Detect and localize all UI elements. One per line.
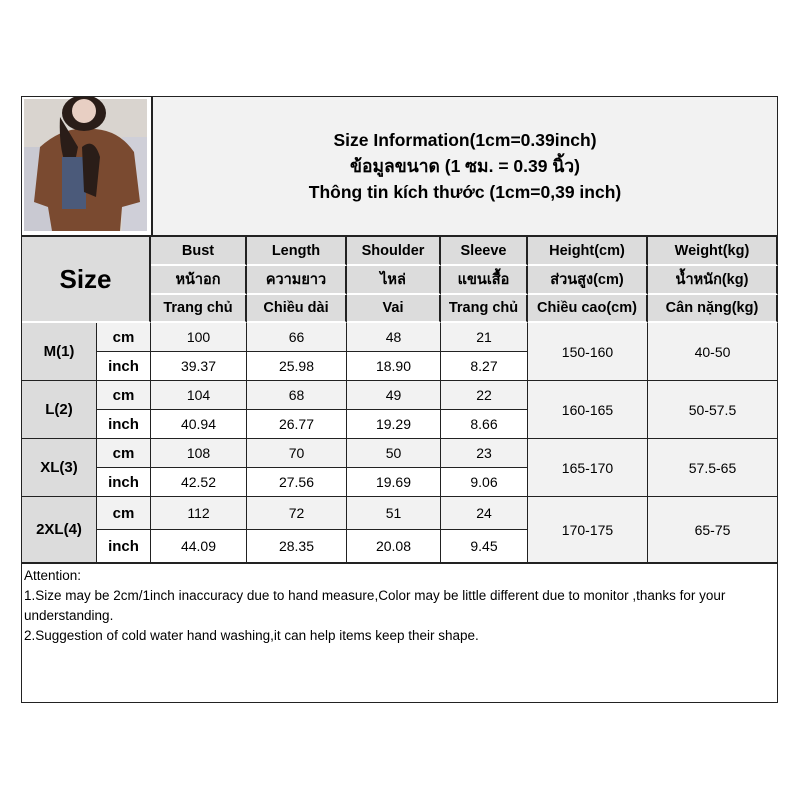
- column-header-vi: Trang chủ: [441, 295, 528, 323]
- measurement-inch: 40.94: [151, 410, 247, 439]
- title-english: Size Information(1cm=0.39inch): [333, 130, 597, 150]
- height-range: 170-175: [528, 497, 648, 563]
- measurement-cm: 22: [441, 381, 528, 410]
- measurement-inch: 28.35: [247, 530, 347, 563]
- measurement-cm: 100: [151, 323, 247, 352]
- column-header-vi: Cân nặng(kg): [648, 295, 778, 323]
- column-header-en: Height(cm): [528, 237, 648, 266]
- measurement-cm: 66: [247, 323, 347, 352]
- measurement-inch: 25.98: [247, 352, 347, 381]
- column-header-en: Weight(kg): [648, 237, 778, 266]
- measurement-inch: 8.66: [441, 410, 528, 439]
- measurement-cm: 112: [151, 497, 247, 530]
- size-name: XL(3): [22, 439, 97, 497]
- size-header: Size: [22, 237, 151, 323]
- measurement-inch: 18.90: [347, 352, 441, 381]
- height-range: 165-170: [528, 439, 648, 497]
- weight-range: 65-75: [648, 497, 778, 563]
- measurement-inch: 19.29: [347, 410, 441, 439]
- measurement-inch: 20.08: [347, 530, 441, 563]
- size-chart: Size Information(1cm=0.39inch) ข้อมูลขนา…: [21, 95, 778, 703]
- column-header-th: น้ำหนัก(kg): [648, 266, 778, 295]
- column-header-en: Length: [247, 237, 347, 266]
- measurement-inch: 9.06: [441, 468, 528, 497]
- measurement-inch: 42.52: [151, 468, 247, 497]
- title-thai: ข้อมูลขนาด (1 ซม. = 0.39 นิ้ว): [350, 156, 580, 176]
- measurement-cm: 51: [347, 497, 441, 530]
- size-name: M(1): [22, 323, 97, 381]
- measurement-cm: 21: [441, 323, 528, 352]
- column-header-en: Shoulder: [347, 237, 441, 266]
- measurement-cm: 48: [347, 323, 441, 352]
- attention-heading: Attention:: [24, 568, 82, 583]
- unit-label-inch: inch: [97, 468, 151, 497]
- column-header-vi: Vai: [347, 295, 441, 323]
- weight-range: 50-57.5: [648, 381, 778, 439]
- measurement-cm: 108: [151, 439, 247, 468]
- column-header-th: แขนเสื้อ: [441, 266, 528, 295]
- title-vietnamese: Thông tin kích thước (1cm=0,39 inch): [308, 182, 622, 202]
- attention-note-2: 2.Suggestion of cold water hand washing,…: [24, 628, 479, 643]
- column-header-th: ไหล่: [347, 266, 441, 295]
- measurement-cm: 72: [247, 497, 347, 530]
- height-range: 150-160: [528, 323, 648, 381]
- unit-label-inch: inch: [97, 352, 151, 381]
- size-info-title: Size Information(1cm=0.39inch) ข้อมูลขนา…: [151, 97, 777, 237]
- attention-notes: Attention: 1.Size may be 2cm/1inch inacc…: [22, 563, 777, 702]
- measurement-inch: 44.09: [151, 530, 247, 563]
- measurement-inch: 39.37: [151, 352, 247, 381]
- weight-range: 57.5-65: [648, 439, 778, 497]
- column-header-vi: Chiều dài: [247, 295, 347, 323]
- unit-label-cm: cm: [97, 439, 151, 468]
- size-name: L(2): [22, 381, 97, 439]
- measurement-cm: 68: [247, 381, 347, 410]
- measurement-inch: 8.27: [441, 352, 528, 381]
- measurement-inch: 9.45: [441, 530, 528, 563]
- measurement-cm: 24: [441, 497, 528, 530]
- unit-label-cm: cm: [97, 323, 151, 352]
- measurement-cm: 104: [151, 381, 247, 410]
- attention-note-1: 1.Size may be 2cm/1inch inaccuracy due t…: [24, 588, 726, 623]
- unit-label-cm: cm: [97, 497, 151, 530]
- product-photo: [22, 95, 151, 237]
- column-header-th: ความยาว: [247, 266, 347, 295]
- unit-label-inch: inch: [97, 530, 151, 563]
- column-header-en: Sleeve: [441, 237, 528, 266]
- unit-label-cm: cm: [97, 381, 151, 410]
- size-name: 2XL(4): [22, 497, 97, 563]
- column-header-th: ส่วนสูง(cm): [528, 266, 648, 295]
- height-range: 160-165: [528, 381, 648, 439]
- measurement-cm: 50: [347, 439, 441, 468]
- measurement-inch: 19.69: [347, 468, 441, 497]
- column-header-th: หน้าอก: [151, 266, 247, 295]
- measurement-cm: 49: [347, 381, 441, 410]
- unit-label-inch: inch: [97, 410, 151, 439]
- measurement-cm: 70: [247, 439, 347, 468]
- measurement-cm: 23: [441, 439, 528, 468]
- measurement-inch: 26.77: [247, 410, 347, 439]
- column-header-vi: Chiều cao(cm): [528, 295, 648, 323]
- column-header-vi: Trang chủ: [151, 295, 247, 323]
- measurement-inch: 27.56: [247, 468, 347, 497]
- column-header-en: Bust: [151, 237, 247, 266]
- weight-range: 40-50: [648, 323, 778, 381]
